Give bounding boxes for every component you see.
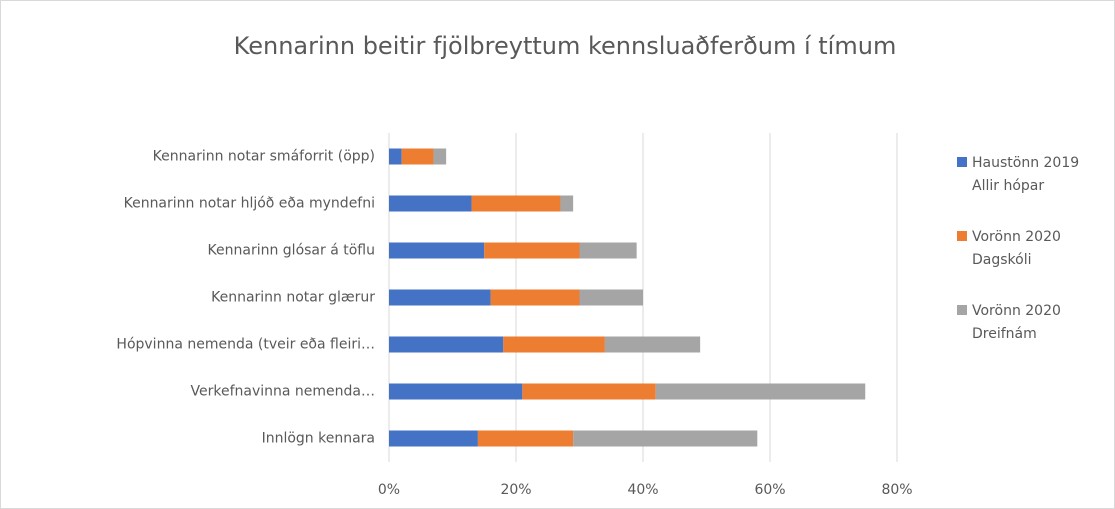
bar-segment	[655, 383, 866, 400]
bar-segment	[389, 336, 504, 353]
x-tick-label: 80%	[881, 482, 912, 498]
legend-label: Haustönn 2019 Allir hópar	[972, 155, 1080, 194]
x-tick-label: 0%	[378, 482, 400, 498]
legend-swatch	[957, 231, 967, 241]
chart-title: Kennarinn beitir fjölbreyttum kennsluaðf…	[234, 32, 897, 60]
bar-segment	[484, 242, 580, 259]
bar-segment	[579, 242, 637, 259]
y-tick-label: Kennarinn glósar á töflu	[208, 243, 375, 259]
bar-segment	[503, 336, 605, 353]
bar-segment	[389, 195, 472, 212]
bar-segment	[490, 289, 580, 306]
y-tick-label: Hópvinna nemenda (tveir eða fleiri…	[116, 337, 375, 353]
bar-segment	[389, 148, 402, 165]
bar-segment	[560, 195, 574, 212]
y-tick-label: Kennarinn notar glærur	[211, 290, 375, 306]
bar-segment	[389, 383, 523, 400]
bar-segment	[573, 430, 758, 447]
bar-segment	[604, 336, 701, 353]
y-tick-label: Innlögn kennara	[262, 431, 375, 447]
legend-swatch	[957, 305, 967, 315]
legend-label: Vorönn 2020 Dreifnám	[972, 303, 1061, 342]
bar-segment	[389, 289, 491, 306]
bar-segment	[389, 242, 485, 259]
bar-segment	[389, 430, 478, 447]
legend-swatch	[957, 157, 967, 167]
y-tick-label: Kennarinn notar hljóð eða myndefni	[124, 196, 375, 212]
legend-label: Vorönn 2020 Dagskóli	[972, 229, 1061, 268]
bar-segment	[579, 289, 643, 306]
y-tick-label: Kennarinn notar smáforrit (öpp)	[153, 149, 375, 165]
x-tick-label: 60%	[754, 482, 785, 498]
bar-segment	[477, 430, 574, 447]
bar-segment	[401, 148, 434, 165]
bar-segment	[522, 383, 656, 400]
y-tick-label: Verkefnavinna nemenda…	[191, 384, 376, 400]
x-tick-label: 20%	[500, 482, 531, 498]
bar-segment	[433, 148, 447, 165]
bar-segment	[471, 195, 561, 212]
x-tick-label: 40%	[627, 482, 658, 498]
